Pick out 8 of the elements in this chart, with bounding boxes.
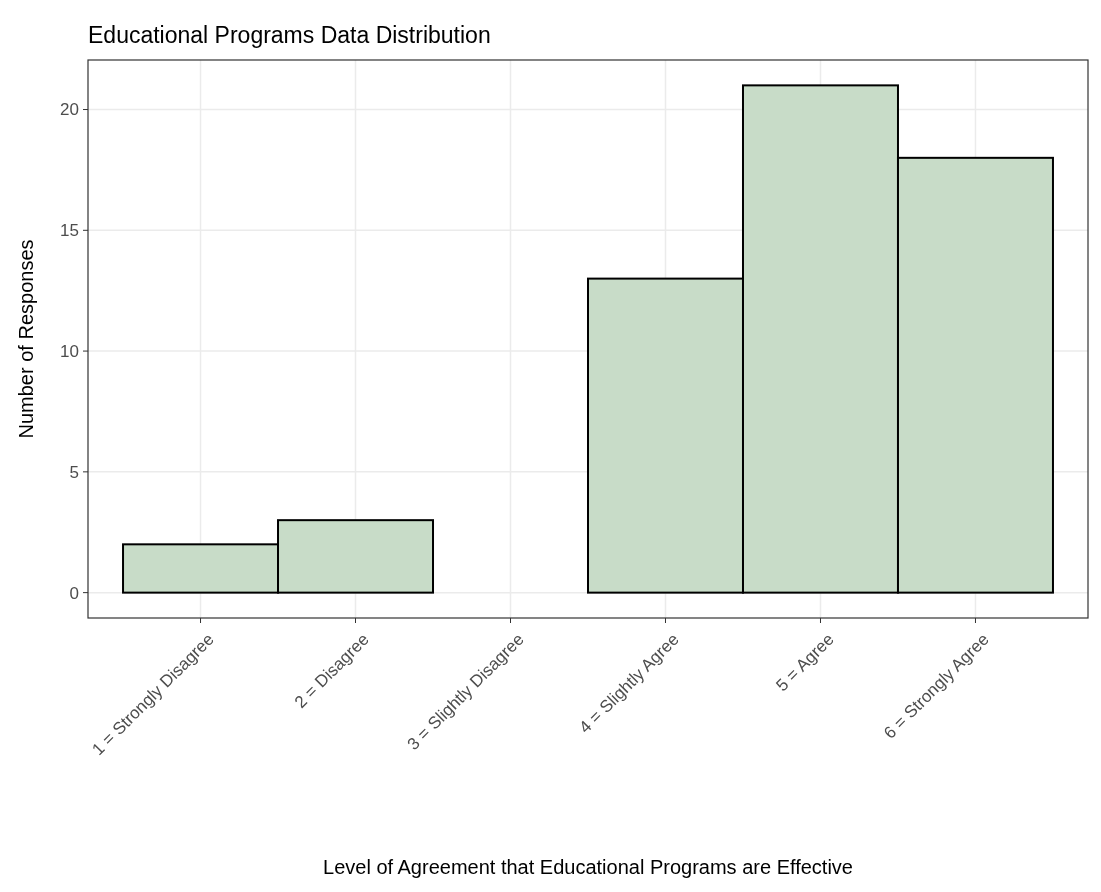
y-tick-label: 15 — [60, 221, 79, 241]
y-tick-label: 5 — [69, 462, 79, 482]
y-axis-title: Number of Responses — [15, 239, 37, 439]
x-axis-title: Level of Agreement that Educational Programs are Effective — [323, 856, 853, 878]
y-tick-label: 0 — [69, 583, 79, 603]
chart-title: Educational Programs Data Distribution — [88, 22, 491, 48]
y-tick-label: 20 — [60, 100, 79, 120]
y-tick-label: 10 — [60, 342, 79, 362]
